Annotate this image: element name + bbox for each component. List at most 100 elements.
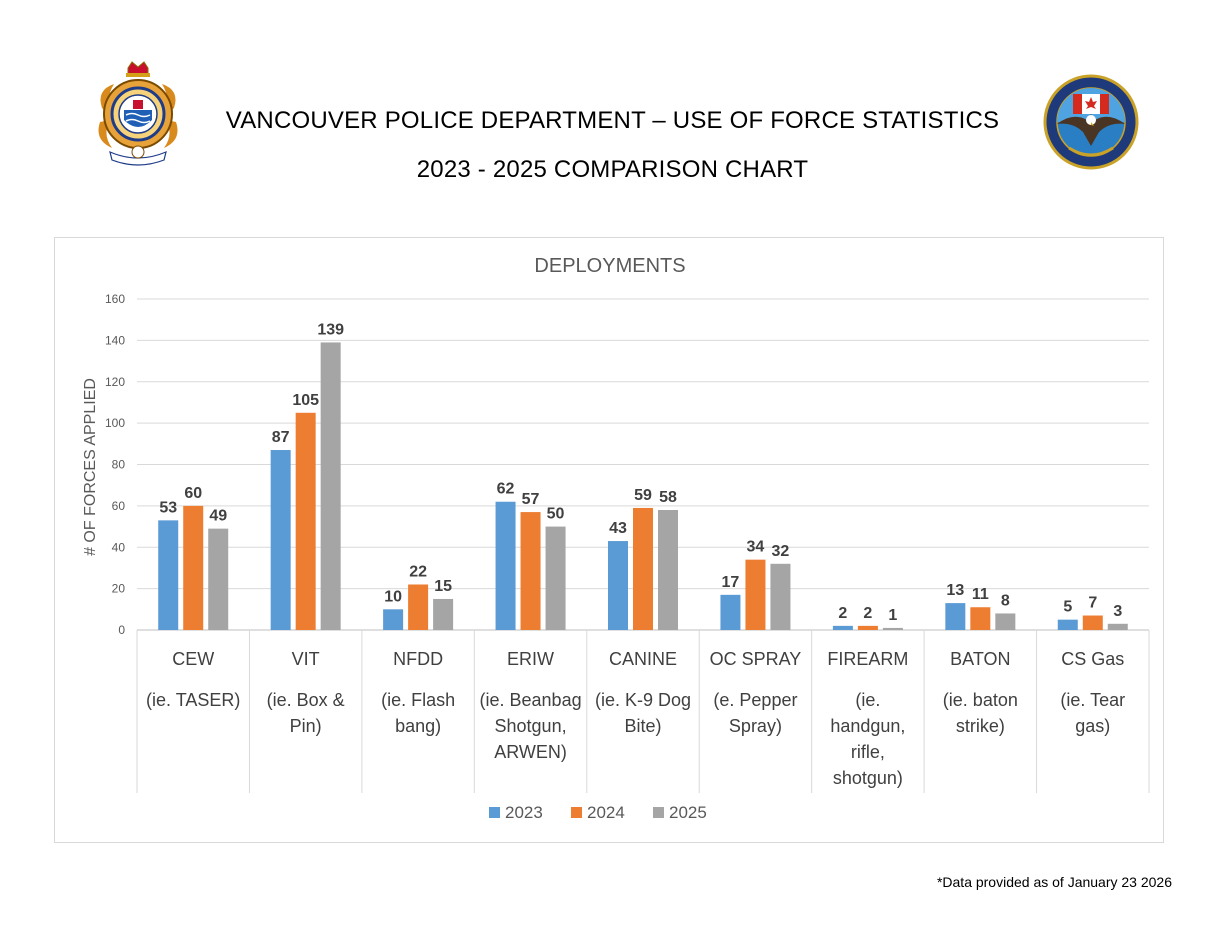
category-description: Bite) <box>624 716 661 736</box>
category-description: (ie. Beanbag <box>480 690 582 710</box>
page-title: VANCOUVER POLICE DEPARTMENT – USE OF FOR… <box>225 107 1000 134</box>
category-label: BATON <box>950 649 1010 669</box>
data-label: 8 <box>1001 592 1010 609</box>
data-label: 15 <box>434 578 452 595</box>
data-label: 87 <box>272 429 290 446</box>
data-label: 60 <box>184 485 202 502</box>
y-tick-label: 140 <box>105 333 125 347</box>
bar <box>945 603 966 630</box>
deployments-chart: DEPLOYMENTS # OF FORCES APPLIED 0 20 40 60 8… <box>82 255 1150 822</box>
legend-swatch <box>653 807 664 818</box>
bar <box>183 505 204 630</box>
legend-label: 2025 <box>669 803 707 822</box>
chart-title: DEPLOYMENTS <box>534 255 685 277</box>
footnote: *Data provided as of January 23 2026 <box>936 874 1172 890</box>
y-tick-label: 60 <box>112 499 126 513</box>
bar <box>882 627 903 630</box>
data-label: 7 <box>1088 595 1097 612</box>
data-label: 34 <box>747 539 765 556</box>
category-description: (ie. Tear <box>1060 690 1125 710</box>
data-label: 49 <box>209 508 227 525</box>
category-description: bang) <box>395 716 441 736</box>
bar <box>1082 615 1103 630</box>
data-label: 2 <box>863 605 872 622</box>
category-description: (ie. K-9 Dog <box>595 690 691 710</box>
bar <box>270 450 291 630</box>
legend-label: 2023 <box>505 803 543 822</box>
category-description: (ie. Flash <box>381 690 455 710</box>
data-label: 58 <box>659 489 677 506</box>
data-label: 17 <box>722 574 740 591</box>
data-label: 59 <box>634 487 652 504</box>
bar <box>408 584 429 630</box>
category-description: rifle, <box>851 742 885 762</box>
y-tick-label: 0 <box>118 623 125 637</box>
data-label: 5 <box>1063 599 1072 616</box>
y-tick-label: 80 <box>112 458 126 472</box>
category-description: (ie. Box & <box>267 690 345 710</box>
y-tick-label: 40 <box>112 540 126 554</box>
y-tick-label: 120 <box>105 375 125 389</box>
data-label: 139 <box>317 321 344 338</box>
legend-swatch <box>571 807 582 818</box>
bar <box>158 520 179 630</box>
bar <box>832 625 853 630</box>
bar <box>970 607 991 630</box>
category-description: strike) <box>956 716 1005 736</box>
category-description: Pin) <box>290 716 322 736</box>
data-label: 3 <box>1113 603 1122 620</box>
category-label: NFDD <box>393 649 443 669</box>
category-label: VIT <box>292 649 320 669</box>
y-axis-label: # OF FORCES APPLIED <box>82 378 99 556</box>
data-label: 50 <box>547 506 565 523</box>
category-description: (ie. baton <box>943 690 1018 710</box>
bar <box>1107 623 1128 630</box>
data-label: 1 <box>888 607 897 624</box>
bar <box>745 559 766 630</box>
bar <box>295 412 316 630</box>
chart-area: DEPLOYMENTS # OF FORCES APPLIED 0 20 40 60 8… <box>54 237 1164 843</box>
vancouver-tactical-training-centre-icon <box>1043 74 1139 170</box>
category-label: CANINE <box>609 649 677 669</box>
y-tick-label: 160 <box>105 292 125 306</box>
bar <box>658 510 678 630</box>
bar <box>1057 619 1078 630</box>
bar <box>383 609 404 630</box>
data-label: 10 <box>384 588 402 605</box>
bar <box>433 598 454 630</box>
bar <box>208 528 229 630</box>
data-label: 62 <box>497 481 515 498</box>
category-description: ARWEN) <box>494 742 567 762</box>
bar <box>545 526 566 630</box>
bar <box>995 613 1016 630</box>
data-label: 53 <box>159 499 177 516</box>
bar <box>770 563 791 630</box>
data-label: 105 <box>292 392 319 409</box>
category-description: (e. Pepper <box>713 690 797 710</box>
legend-swatch <box>489 807 500 818</box>
category-label: CS Gas <box>1061 649 1124 669</box>
category-description: gas) <box>1075 716 1110 736</box>
category-description: (ie. <box>855 690 880 710</box>
category-description: Spray) <box>729 716 782 736</box>
category-label: ERIW <box>507 649 554 669</box>
legend-label: 2024 <box>587 803 625 822</box>
bar <box>720 594 741 630</box>
bar <box>608 541 628 630</box>
category-description: shotgun) <box>833 768 903 788</box>
y-tick-label: 100 <box>105 416 125 430</box>
page-subtitle: 2023 - 2025 COMPARISON CHART <box>416 156 809 183</box>
data-label: 43 <box>609 520 627 537</box>
bar <box>320 342 341 630</box>
data-label: 11 <box>972 586 989 603</box>
bar <box>633 507 653 630</box>
data-label: 13 <box>946 582 964 599</box>
category-description: Shotgun, <box>495 716 567 736</box>
category-label: OC SPRAY <box>710 649 802 669</box>
category-description: (ie. TASER) <box>146 690 240 710</box>
y-tick-label: 20 <box>112 582 126 596</box>
category-label: FIREARM <box>827 649 908 669</box>
data-label: 57 <box>522 491 540 508</box>
data-label: 22 <box>409 563 427 580</box>
bar <box>857 625 878 630</box>
